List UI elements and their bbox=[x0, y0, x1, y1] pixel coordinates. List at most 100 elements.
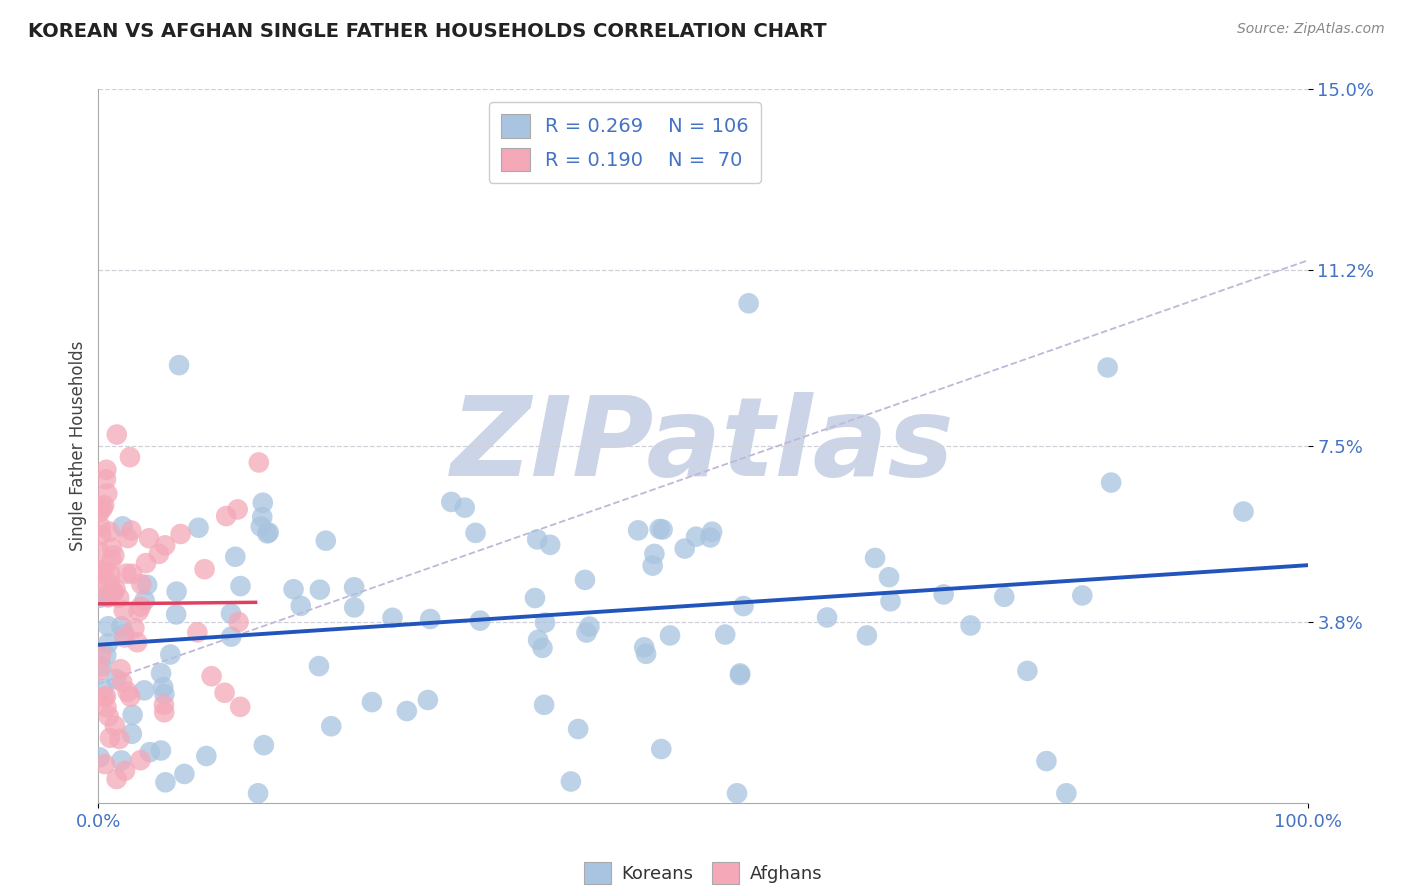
Point bbox=[89, 750, 111, 764]
Point bbox=[725, 786, 748, 800]
Point bbox=[138, 531, 160, 545]
Point bbox=[215, 509, 238, 524]
Y-axis label: Single Father Households: Single Father Households bbox=[69, 341, 87, 551]
Point bbox=[153, 538, 176, 552]
Point bbox=[131, 577, 153, 591]
Point bbox=[169, 527, 191, 541]
Point bbox=[97, 709, 120, 723]
Point bbox=[1232, 505, 1254, 519]
Point bbox=[173, 767, 195, 781]
Point bbox=[224, 549, 246, 564]
Point bbox=[98, 731, 121, 745]
Point bbox=[193, 562, 215, 576]
Point bbox=[1099, 475, 1122, 490]
Point bbox=[815, 610, 838, 624]
Point bbox=[416, 693, 439, 707]
Point bbox=[651, 523, 673, 537]
Point bbox=[97, 636, 120, 650]
Point bbox=[112, 603, 135, 617]
Point bbox=[252, 510, 274, 524]
Point bbox=[103, 585, 125, 599]
Point bbox=[121, 707, 143, 722]
Point bbox=[648, 522, 671, 536]
Point bbox=[115, 566, 138, 581]
Point bbox=[249, 519, 271, 533]
Point bbox=[1017, 664, 1039, 678]
Point bbox=[308, 659, 330, 673]
Point bbox=[90, 520, 112, 534]
Point bbox=[120, 524, 142, 538]
Point bbox=[134, 593, 156, 607]
Point bbox=[110, 662, 132, 676]
Point bbox=[343, 580, 366, 594]
Point bbox=[153, 706, 176, 720]
Point bbox=[117, 685, 139, 699]
Point bbox=[149, 743, 172, 757]
Point bbox=[531, 640, 554, 655]
Point bbox=[247, 786, 270, 800]
Point bbox=[321, 719, 343, 733]
Point bbox=[574, 573, 596, 587]
Point bbox=[108, 591, 131, 605]
Point bbox=[229, 699, 252, 714]
Point bbox=[90, 500, 112, 515]
Point bbox=[187, 521, 209, 535]
Point bbox=[290, 599, 312, 613]
Point bbox=[673, 541, 696, 556]
Point bbox=[219, 607, 242, 621]
Point bbox=[165, 607, 187, 622]
Point bbox=[575, 625, 598, 640]
Point bbox=[111, 675, 134, 690]
Point bbox=[97, 591, 120, 605]
Point bbox=[104, 718, 127, 732]
Point bbox=[257, 525, 280, 540]
Point bbox=[94, 757, 117, 772]
Point bbox=[114, 764, 136, 778]
Point bbox=[229, 579, 252, 593]
Point bbox=[97, 619, 120, 633]
Point bbox=[94, 690, 117, 704]
Point bbox=[538, 538, 561, 552]
Point bbox=[103, 549, 125, 563]
Point bbox=[96, 486, 118, 500]
Point bbox=[93, 498, 115, 512]
Point bbox=[100, 553, 122, 567]
Point bbox=[567, 722, 589, 736]
Point bbox=[643, 547, 665, 561]
Point bbox=[104, 582, 127, 596]
Point bbox=[186, 625, 208, 640]
Point bbox=[468, 614, 491, 628]
Point bbox=[94, 580, 117, 594]
Point bbox=[150, 666, 173, 681]
Point bbox=[526, 533, 548, 547]
Point bbox=[464, 525, 486, 540]
Point bbox=[90, 564, 112, 578]
Point bbox=[440, 495, 463, 509]
Point bbox=[636, 647, 658, 661]
Point bbox=[110, 619, 132, 633]
Point bbox=[1097, 360, 1119, 375]
Text: Source: ZipAtlas.com: Source: ZipAtlas.com bbox=[1237, 22, 1385, 37]
Point bbox=[361, 695, 384, 709]
Point bbox=[454, 500, 477, 515]
Point bbox=[103, 584, 125, 599]
Point bbox=[96, 700, 118, 714]
Point bbox=[381, 611, 404, 625]
Point bbox=[283, 582, 305, 597]
Point bbox=[96, 648, 118, 663]
Point bbox=[111, 519, 134, 533]
Text: ZIPatlas: ZIPatlas bbox=[451, 392, 955, 500]
Point bbox=[121, 727, 143, 741]
Point bbox=[650, 742, 672, 756]
Point bbox=[89, 663, 111, 677]
Point bbox=[90, 648, 112, 663]
Point bbox=[533, 698, 555, 712]
Point bbox=[627, 524, 650, 538]
Point bbox=[714, 627, 737, 641]
Point bbox=[155, 775, 177, 789]
Point bbox=[700, 524, 723, 539]
Point bbox=[252, 496, 274, 510]
Point bbox=[167, 358, 190, 372]
Point bbox=[153, 687, 176, 701]
Point bbox=[129, 753, 152, 767]
